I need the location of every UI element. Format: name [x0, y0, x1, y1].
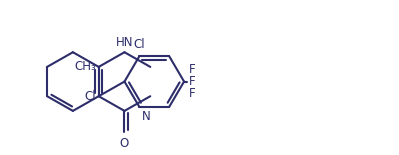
Text: N: N: [142, 110, 151, 123]
Text: F: F: [189, 87, 196, 100]
Text: Cl: Cl: [134, 38, 145, 51]
Text: CH₃: CH₃: [74, 60, 96, 73]
Text: Cl: Cl: [84, 90, 96, 103]
Text: HN: HN: [116, 36, 133, 49]
Text: O: O: [120, 137, 129, 150]
Text: F: F: [189, 63, 196, 76]
Text: F: F: [189, 75, 196, 88]
